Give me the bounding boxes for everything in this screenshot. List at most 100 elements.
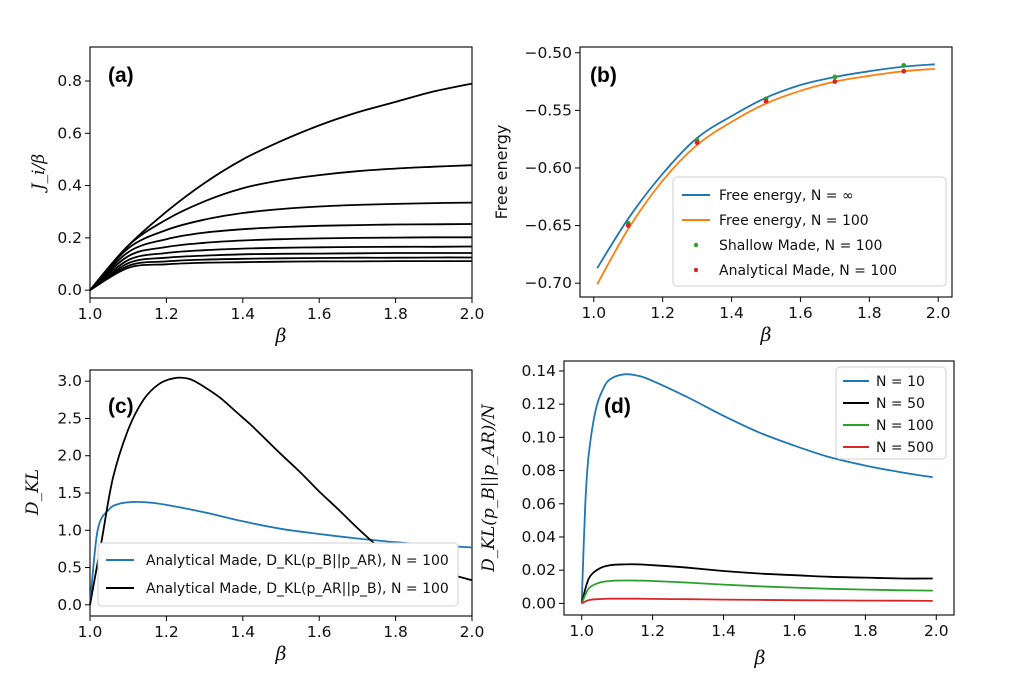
panel-c-x-ticks: 1.0 1.2 1.4 1.6 1.8 2.0 — [78, 616, 485, 641]
panel-d-series-line — [580, 579, 933, 604]
x-tick-label: 1.6 — [307, 305, 332, 323]
panel-d-series-line — [581, 597, 933, 605]
x-tick-label: 1.2 — [650, 304, 675, 322]
panel-a-series-line — [89, 245, 473, 291]
panel-b-label: (b) — [590, 64, 617, 87]
panel-d-legend-entry-1: N = 50 — [876, 396, 925, 412]
panel-d-x-label: β — [754, 647, 766, 669]
panel-b-point — [901, 63, 907, 68]
x-tick-label: 1.8 — [857, 304, 882, 322]
panel-a-series-line — [89, 82, 473, 291]
y-tick-label: −0.55 — [525, 101, 573, 119]
panel-b-point — [625, 223, 631, 228]
panel-b-y-ticks: −0.70 −0.65 −0.60 −0.55 −0.50 — [525, 44, 580, 292]
y-tick-label: 0.10 — [521, 428, 556, 446]
panel-d-legend: N = 10 N = 50 N = 100 N = 500 — [835, 366, 947, 460]
panel-c: 1.0 1.2 1.4 1.6 1.8 2.0 0.0 0.5 1.0 1.5 2.0 2.5 3.0… — [23, 369, 485, 665]
panel-a-series — [89, 82, 473, 291]
x-tick-label: 1.8 — [383, 305, 408, 323]
panel-c-label: (c) — [108, 395, 134, 418]
y-tick-label: 0.5 — [57, 559, 82, 577]
panel-c-legend-box — [97, 542, 459, 607]
panel-b-series — [596, 63, 935, 285]
x-tick-label: 1.2 — [154, 623, 179, 641]
panel-a-series-line — [89, 236, 472, 291]
y-tick-label: −0.70 — [525, 274, 573, 292]
y-tick-label: 1.5 — [57, 484, 82, 502]
x-tick-label: 1.0 — [78, 623, 103, 641]
panel-b-legend-entry-1: Free energy, N = 100 — [719, 213, 869, 229]
panel-b-legend-swatch-3 — [693, 267, 699, 273]
panel-c-legend: Analytical Made, D_KL(p_B||p_AR), N = 10… — [97, 542, 459, 607]
x-tick-label: 1.4 — [711, 622, 736, 640]
x-tick-label: 1.2 — [640, 622, 665, 640]
panel-a: 1.0 1.2 1.4 1.6 1.8 2.0 0.0 0.2 0.4 0.6 0.8 (a) β… — [29, 46, 485, 347]
panel-a-y-ticks: 0.0 0.2 0.4 0.6 0.8 — [57, 72, 90, 299]
panel-c-series-line — [89, 500, 473, 605]
y-tick-label: 0.12 — [521, 395, 556, 413]
panel-b-x-label: β — [760, 324, 772, 346]
x-tick-label: 1.2 — [154, 305, 179, 323]
y-tick-label: 0.8 — [57, 72, 82, 90]
panel-b-point — [832, 74, 838, 80]
y-tick-label: 0.6 — [57, 124, 82, 142]
panel-d-frame — [563, 360, 955, 616]
x-tick-label: 1.0 — [569, 622, 594, 640]
x-tick-label: 1.6 — [782, 622, 807, 640]
panel-b: 1.0 1.2 1.4 1.6 1.8 2.0 −0.70−0.65−0.60−0.55−… — [492, 44, 953, 346]
x-tick-label: 1.6 — [788, 304, 813, 322]
panel-a-series-line — [89, 256, 473, 291]
panel-c-y-label: D_KL — [23, 469, 43, 516]
panel-b-point — [763, 98, 769, 104]
panel-d-label: (d) — [604, 395, 631, 418]
x-tick-label: 1.4 — [230, 305, 255, 323]
panel-b-y-label: Free energy — [492, 125, 511, 220]
panel-b-point — [901, 68, 907, 74]
y-tick-label: 0.2 — [57, 229, 82, 247]
x-tick-label: 2.0 — [460, 305, 485, 323]
x-tick-label: 2.0 — [926, 304, 951, 322]
panel-b-legend: Free energy, N = ∞ Free energy, N = 100 … — [672, 176, 947, 287]
panel-b-point — [694, 140, 700, 146]
panel-d-x-ticks: 1.0 1.2 1.4 1.6 1.8 2.0 — [569, 615, 949, 640]
panel-d-series-line — [580, 373, 933, 604]
panel-a-series-line — [89, 223, 473, 291]
x-tick-label: 2.0 — [924, 622, 949, 640]
y-tick-label: −0.50 — [525, 44, 573, 62]
y-tick-label: 0.06 — [521, 495, 556, 513]
x-tick-label: 1.4 — [230, 623, 255, 641]
panel-a-series-line — [89, 201, 473, 291]
panel-a-label: (a) — [108, 64, 134, 87]
panel-d-legend-box — [835, 366, 947, 460]
x-tick-label: 2.0 — [460, 623, 485, 641]
x-tick-label: 1.4 — [719, 304, 744, 322]
panel-d-legend-entry-2: N = 100 — [876, 418, 934, 434]
panel-c-x-label: β — [275, 643, 287, 665]
y-tick-label: 3.0 — [57, 372, 82, 390]
panel-a-x-ticks: 1.0 1.2 1.4 1.6 1.8 2.0 — [78, 298, 485, 323]
y-tick-label: −0.60 — [525, 159, 573, 177]
panel-d-legend-entry-3: N = 500 — [876, 440, 934, 456]
y-tick-label: 0.02 — [521, 561, 556, 579]
y-tick-label: −0.65 — [525, 217, 573, 235]
panel-d-y-label: D_KL(p_B||p_AR)/N — [479, 403, 499, 573]
panel-a-x-label: β — [275, 325, 287, 347]
x-tick-label: 1.0 — [78, 305, 103, 323]
y-tick-label: 1.0 — [57, 521, 82, 539]
panel-a-series-line — [89, 252, 472, 291]
panel-c-legend-entry-1: Analytical Made, D_KL(p_AR||p_B), N = 10… — [146, 581, 449, 597]
y-tick-label: 0.08 — [521, 462, 556, 480]
panel-b-legend-entry-3: Analytical Made, N = 100 — [719, 263, 897, 279]
panel-d-series — [580, 373, 933, 605]
panel-b-frame — [579, 46, 953, 298]
panel-b-legend-entry-0: Free energy, N = ∞ — [719, 188, 854, 204]
panel-a-series-line — [89, 260, 472, 291]
panel-b-legend-entry-2: Shallow Made, N = 100 — [719, 238, 882, 254]
x-tick-label: 1.0 — [581, 304, 606, 322]
panel-b-legend-swatch-2 — [693, 242, 699, 248]
panel-d-series-line — [580, 563, 933, 604]
panel-a-series-line — [89, 164, 473, 291]
y-tick-label: 2.5 — [57, 409, 82, 427]
x-tick-label: 1.8 — [853, 622, 878, 640]
